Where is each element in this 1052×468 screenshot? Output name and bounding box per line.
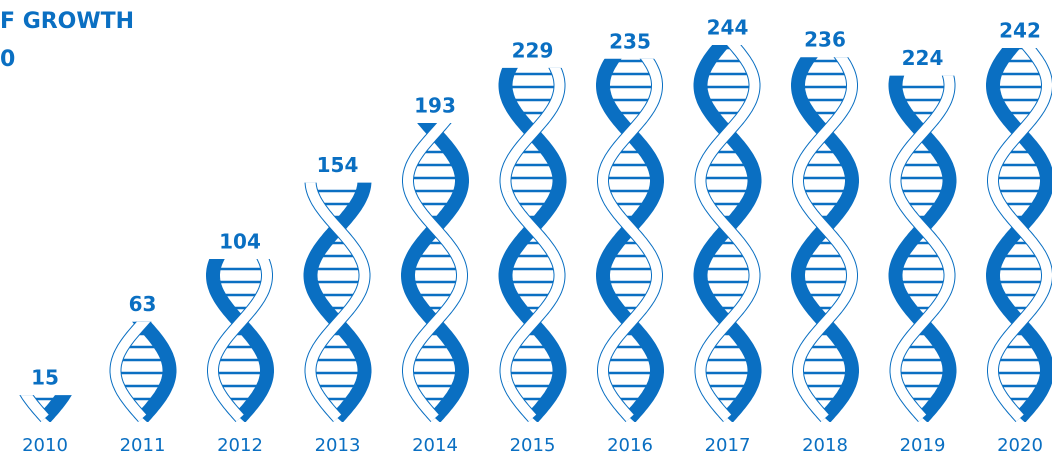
x-tick-label: 2018	[802, 435, 848, 456]
x-tick-label: 2020	[997, 435, 1043, 456]
x-tick-label: 2015	[510, 435, 556, 456]
x-tick-label: 2012	[217, 435, 263, 456]
value-label: 236	[804, 28, 846, 52]
x-tick-label: 2017	[705, 435, 751, 456]
helix-bar	[401, 122, 469, 423]
value-label: 229	[512, 38, 554, 62]
x-tick-label: 2014	[412, 435, 458, 456]
value-label: 193	[414, 93, 456, 117]
helix-bar	[791, 57, 859, 422]
value-label: 244	[707, 16, 749, 40]
helix-bar	[303, 182, 372, 422]
helix-bar	[206, 259, 274, 422]
x-tick-label: 2019	[900, 435, 946, 456]
helix-bar	[888, 75, 957, 423]
helix-bar	[693, 45, 762, 422]
chart-title: 0	[0, 47, 15, 72]
x-tick-label: 2010	[22, 435, 68, 456]
x-tick-label: 2013	[315, 435, 361, 456]
helix-bar	[19, 395, 72, 422]
x-tick-label: 2011	[120, 435, 166, 456]
x-tick-label: 2016	[607, 435, 653, 456]
value-label: 235	[609, 29, 651, 53]
value-label: 104	[219, 230, 261, 254]
helix-bar	[109, 321, 177, 423]
value-label: 63	[129, 292, 157, 316]
value-label: 15	[31, 366, 59, 390]
helix-bar	[986, 48, 1052, 423]
chart-title: F GROWTH	[0, 9, 134, 34]
helix-bar	[498, 67, 567, 422]
value-label: 154	[317, 153, 359, 177]
value-label: 224	[902, 46, 944, 70]
helix-bar	[596, 58, 664, 422]
value-label: 242	[999, 19, 1041, 43]
